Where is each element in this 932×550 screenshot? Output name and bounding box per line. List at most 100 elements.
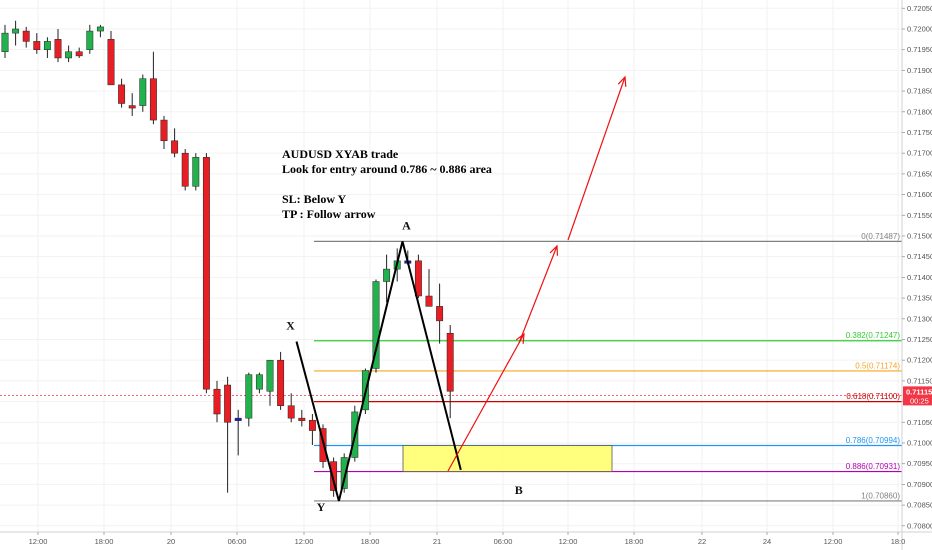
- candle-body: [128, 105, 136, 109]
- candle-body: [308, 419, 316, 431]
- price-tick-label: 0.71050: [907, 418, 932, 427]
- price-tick-label: 0.71450: [907, 252, 932, 261]
- candle: [107, 31, 115, 86]
- candle: [308, 414, 316, 446]
- fib-level-label: 0.618(0.71100): [846, 392, 900, 401]
- price-tick-label: 0.70800: [907, 521, 932, 530]
- candle-body: [266, 359, 274, 392]
- xyab-pattern: X Y A B: [286, 218, 523, 514]
- annotation-line-1: AUDUSD XYAB trade: [282, 147, 399, 161]
- annotation-line-4: TP : Follow arrow: [282, 207, 376, 221]
- candle-body: [139, 78, 147, 106]
- candle: [245, 372, 253, 427]
- candle: [96, 24, 104, 38]
- candle-body: [245, 374, 253, 419]
- price-tick-label: 0.71000: [907, 438, 932, 447]
- candle: [118, 78, 126, 108]
- target-arrow-head: [617, 75, 627, 87]
- price-tick-label: 0.71900: [907, 66, 932, 75]
- entry-zone-box[interactable]: [402, 445, 613, 472]
- candle-body: [425, 295, 433, 307]
- time-tick-label: 21: [433, 537, 441, 546]
- candle: [372, 279, 380, 373]
- target-arrow-line: [518, 245, 558, 344]
- candle: [149, 51, 157, 125]
- candles-series: [1, 20, 454, 497]
- candle: [171, 128, 179, 158]
- time-tick-label: 06:00: [228, 537, 247, 546]
- fib-level-label: 0.5(0.71174): [855, 361, 900, 370]
- candle-body: [181, 152, 189, 187]
- candle: [202, 153, 210, 394]
- candle: [224, 376, 232, 493]
- candle: [340, 453, 348, 493]
- annotation-line-3: SL: Below Y: [282, 192, 347, 206]
- candle: [414, 254, 422, 299]
- time-tick-label: 06:00: [494, 537, 513, 546]
- fib-level-label: 0(0.71487): [861, 232, 900, 241]
- candle-body: [330, 461, 338, 491]
- target-arrow-head: [549, 244, 559, 256]
- pattern-point-y: Y: [317, 500, 326, 514]
- candle-body: [160, 119, 168, 142]
- candle: [43, 37, 51, 58]
- candle: [234, 409, 242, 456]
- fibonacci-labels: 0(0.71487) 0.382(0.71247) 0.5(0.71174) 0.61…: [846, 232, 901, 501]
- price-tick-label: 0.71800: [907, 107, 932, 116]
- candle: [54, 28, 62, 63]
- pattern-point-a: A: [402, 218, 411, 232]
- time-tick-label: 20: [167, 537, 175, 546]
- candle: [425, 269, 433, 307]
- price-tick-label: 0.71950: [907, 45, 932, 54]
- candle: [86, 24, 94, 54]
- candle-body: [118, 84, 126, 104]
- time-tick-label: 18:0: [891, 537, 906, 546]
- candle: [446, 324, 454, 419]
- candle: [298, 409, 306, 427]
- candle-body: [96, 26, 104, 32]
- candle: [181, 149, 189, 191]
- price-tick-label: 0.71350: [907, 294, 932, 303]
- price-tick-label: 0.70950: [907, 459, 932, 468]
- candle-body: [43, 41, 51, 50]
- price-tick-label: 0.71400: [907, 273, 932, 282]
- candle-body: [287, 405, 295, 419]
- fib-level-label: 0.886(0.70931): [846, 462, 901, 471]
- candle-body: [12, 28, 20, 34]
- candle-body: [192, 157, 200, 187]
- price-tick-label: 0.72050: [907, 4, 932, 13]
- candle: [436, 283, 444, 344]
- candle: [22, 26, 30, 48]
- time-tick-label: 12:00: [559, 537, 578, 546]
- candle-body: [436, 306, 444, 322]
- candle: [266, 359, 274, 406]
- trade-annotation[interactable]: AUDUSD XYAB trade Look for entry around …: [282, 147, 492, 222]
- annotation-line-2: Look for entry around 0.786 ~ 0.886 area: [282, 162, 492, 176]
- time-tick-label: 18:00: [625, 537, 644, 546]
- candle-body: [75, 51, 83, 57]
- time-axis[interactable]: 12:00 18:00 20 06:00 12:00 18:00 21 06:00 12:00 1…: [0, 531, 932, 546]
- time-tick-label: 12:00: [824, 537, 843, 546]
- time-tick-label: 18:00: [361, 537, 380, 546]
- candle-body: [65, 51, 73, 59]
- candle: [12, 20, 20, 46]
- candle-body: [171, 140, 179, 154]
- price-tick-label: 0.71700: [907, 149, 932, 158]
- candle: [33, 33, 41, 54]
- time-tick-label: 22: [698, 537, 706, 546]
- candle: [1, 24, 9, 58]
- candle: [75, 47, 83, 58]
- candle: [128, 93, 136, 116]
- price-tag-box: [903, 386, 932, 406]
- candle-body: [22, 30, 30, 42]
- price-tick-label: 0.70900: [907, 480, 932, 489]
- candle: [287, 393, 295, 423]
- candle-body: [340, 457, 348, 489]
- candle: [277, 351, 285, 410]
- candle: [65, 45, 73, 63]
- price-axis[interactable]: 0.72050 0.72000 0.71950 0.71900 0.71850 0.718…: [901, 0, 932, 550]
- candle-body: [86, 30, 94, 50]
- candle-body: [33, 41, 41, 50]
- target-arrow-line: [567, 76, 626, 241]
